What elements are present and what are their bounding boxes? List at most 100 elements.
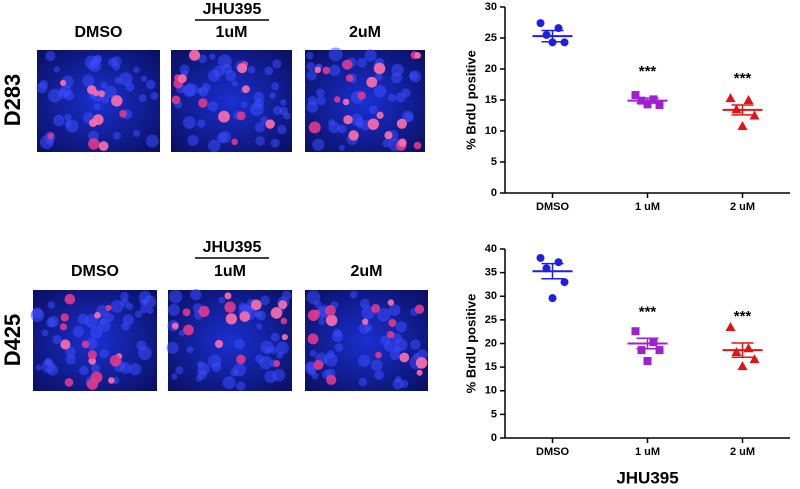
brdu-nucleus <box>90 371 103 384</box>
brdu-nucleus <box>182 308 191 317</box>
nucleus <box>254 122 265 133</box>
brdu-nucleus <box>92 114 104 126</box>
brdu-nucleus <box>278 300 288 309</box>
data-point <box>749 110 760 120</box>
nucleus <box>134 310 142 318</box>
data-point <box>725 93 736 103</box>
nucleus <box>184 82 198 97</box>
y-tick-label: 10 <box>485 385 497 397</box>
column-label: 2uM <box>349 24 381 41</box>
brdu-nucleus <box>415 357 428 369</box>
brdu-nucleus <box>183 324 194 336</box>
nucleus <box>401 88 411 98</box>
nucleus <box>90 363 101 373</box>
brdu-nucleus <box>98 90 106 98</box>
nucleus <box>387 93 396 102</box>
nucleus <box>253 98 265 109</box>
data-point <box>643 100 652 109</box>
brdu-nucleus <box>273 360 281 367</box>
nucleus <box>65 346 76 357</box>
nucleus <box>118 72 133 86</box>
data-point <box>542 30 551 39</box>
x-tick-label: 2 uM <box>730 446 755 458</box>
brdu-nucleus <box>59 79 67 87</box>
brdu-nucleus <box>386 330 395 339</box>
brdu-nucleus <box>171 322 179 330</box>
nucleus <box>350 113 364 126</box>
nucleus <box>93 103 101 111</box>
error-bar <box>541 262 564 280</box>
nucleus <box>373 84 387 98</box>
nucleus <box>198 54 207 64</box>
nucleus <box>209 53 216 60</box>
nucleus <box>216 132 228 144</box>
nucleus <box>264 66 274 76</box>
error-bar <box>636 337 659 350</box>
brdu-nucleus <box>270 307 283 319</box>
nucleus <box>53 66 60 73</box>
brdu-nucleus <box>94 312 101 319</box>
nucleus <box>108 57 118 67</box>
nucleus <box>255 136 265 146</box>
brdu-nucleus <box>224 292 232 300</box>
nucleus <box>36 82 48 94</box>
brdu-nucleus <box>250 299 262 311</box>
data-point <box>749 354 760 364</box>
brdu-nucleus <box>198 98 208 108</box>
brdu-nucleus <box>362 318 369 325</box>
nucleus <box>140 305 148 314</box>
nucleus <box>46 137 55 146</box>
nucleus <box>222 63 233 74</box>
brdu-nucleus <box>109 354 122 367</box>
brdu-nucleus <box>416 369 423 376</box>
brdu-nucleus <box>88 357 97 365</box>
y-tick-label: 20 <box>485 337 497 349</box>
x-tick-label: DMSO <box>536 201 569 213</box>
y-tick-label: 15 <box>485 361 497 373</box>
nucleus <box>374 73 383 82</box>
data-point <box>536 19 545 28</box>
data-point <box>631 91 640 100</box>
nucleus <box>393 345 401 353</box>
y-tick-label: 10 <box>485 125 497 137</box>
nucleus <box>338 144 346 151</box>
nucleus <box>52 334 62 345</box>
data-point <box>560 38 569 47</box>
nucleus <box>312 138 325 151</box>
brdu-nucleus <box>236 111 246 121</box>
nucleus <box>132 129 141 137</box>
nucleus <box>59 85 72 97</box>
nucleus <box>326 350 335 359</box>
data-point <box>649 95 658 104</box>
nucleus <box>260 340 274 354</box>
data-point <box>655 346 664 355</box>
nucleus <box>402 110 414 123</box>
data-point <box>649 338 658 347</box>
error-bar <box>636 97 659 104</box>
nucleus <box>166 341 179 354</box>
nucleus <box>280 99 287 106</box>
group-label: JHU395 <box>203 1 262 18</box>
nucleus <box>110 299 124 313</box>
brdu-nucleus <box>322 66 331 75</box>
nucleus <box>388 304 401 316</box>
data-point <box>548 294 557 303</box>
brdu-nucleus <box>239 311 251 322</box>
nucleus <box>357 57 368 68</box>
brdu-nucleus <box>342 59 353 70</box>
data-point <box>631 327 640 336</box>
nucleus <box>207 354 222 368</box>
brdu-nucleus <box>387 299 395 306</box>
row-label: D283 <box>0 74 25 127</box>
nucleus <box>72 325 84 338</box>
nucleus <box>120 291 129 301</box>
nucleus <box>276 341 289 355</box>
nucleus <box>197 119 206 128</box>
nucleus <box>121 322 130 331</box>
nucleus <box>309 349 317 357</box>
brdu-nucleus <box>111 95 123 107</box>
nucleus <box>358 354 371 367</box>
nucleus <box>391 63 404 77</box>
nucleus <box>395 321 407 333</box>
nucleus <box>231 80 238 87</box>
